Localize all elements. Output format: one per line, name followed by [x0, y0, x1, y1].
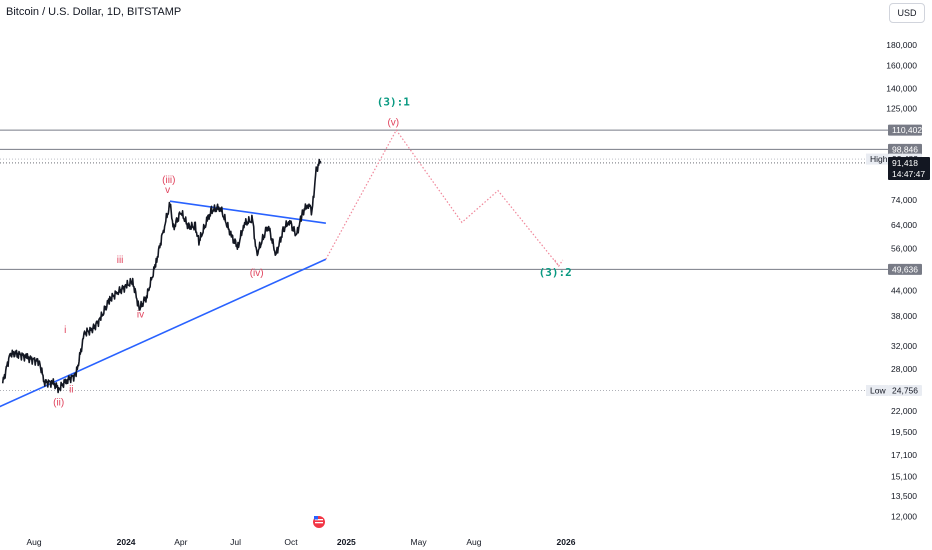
- level-text: 110,402: [892, 125, 922, 135]
- price-tick-label: 28,000: [891, 364, 917, 374]
- wave-label: iv: [137, 309, 144, 320]
- level-tag: [888, 143, 922, 155]
- price-tick-label: 13,500: [891, 491, 917, 501]
- wave-label: (3):1: [377, 96, 410, 109]
- wave-label: iii: [117, 255, 124, 266]
- price-tick-label: 44,000: [891, 285, 917, 295]
- countdown-value: 14:47:47: [892, 169, 925, 179]
- reference-tag: [866, 385, 888, 397]
- wave-label: v: [165, 185, 170, 196]
- price-tick-label: 19,500: [891, 427, 917, 437]
- wave-label: ii: [69, 384, 73, 395]
- time-tick-label: Apr: [174, 537, 187, 547]
- price-tick-label: 56,000: [891, 243, 917, 253]
- event-marker: [313, 516, 325, 528]
- reference-tag: [866, 153, 888, 165]
- time-tick-label: 2025: [337, 537, 356, 547]
- time-tick-label: Oct: [284, 537, 298, 547]
- time-tick-label: Aug: [26, 537, 41, 547]
- currency-button[interactable]: USD: [889, 3, 925, 23]
- price-line: [1, 158, 322, 394]
- wave-label: (3):2: [539, 266, 572, 279]
- time-tick-label: Aug: [466, 537, 481, 547]
- symbol-title: Bitcoin / U.S. Dollar, 1D, BITSTAMP: [6, 6, 182, 18]
- last-price-tag: [888, 156, 930, 180]
- time-axis: Aug 2024 Apr Jul Oct 2025 May Aug 2026: [26, 537, 575, 547]
- flag-stripe: [315, 519, 323, 521]
- price-tick-label: 12,000: [891, 512, 917, 522]
- trendline-lower-support: [0, 258, 327, 408]
- wave-label: (iv): [250, 268, 264, 279]
- wave-label: i: [64, 325, 66, 336]
- price-tick-label: 32,000: [891, 341, 917, 351]
- reference-name: Low: [870, 386, 886, 396]
- last-price-value: 91,418: [892, 158, 918, 168]
- level-tag: [888, 124, 922, 136]
- price-tick-label: 22,000: [891, 406, 917, 416]
- price-tick-label: 125,000: [886, 103, 917, 113]
- reference-value-text: 24,756: [892, 386, 918, 396]
- time-tick-label: 2026: [557, 537, 576, 547]
- reference-name: High: [870, 154, 888, 164]
- wave-label: (iii): [162, 175, 175, 186]
- wave-label: (ii): [53, 398, 64, 409]
- reference-value-tag: [888, 385, 922, 397]
- price-tick-label: 160,000: [886, 60, 917, 70]
- price-series: [1, 158, 322, 394]
- projection-line: [325, 128, 560, 267]
- horizontal-levels: [0, 129, 888, 391]
- flag-stripe: [315, 522, 323, 524]
- price-tick-label: 17,100: [891, 450, 917, 460]
- price-tick-label: 15,100: [891, 472, 917, 482]
- time-tick-label: Jul: [230, 537, 241, 547]
- price-tick-label: 64,000: [891, 220, 917, 230]
- level-tag: [888, 263, 922, 275]
- time-tick-label: May: [411, 537, 428, 547]
- price-tick-label: 140,000: [886, 84, 917, 94]
- wave-label: (v): [387, 117, 399, 128]
- price-axis: 180,000 160,000 140,000 125,000 74,000 64,000…: [866, 40, 930, 522]
- time-tick-label: 2024: [117, 537, 136, 547]
- projection-arrow: [554, 259, 564, 268]
- level-text: 49,636: [892, 264, 918, 274]
- price-tick-label: 74,000: [891, 195, 917, 205]
- projection-path: [325, 128, 564, 268]
- level-text: 98,846: [892, 144, 918, 154]
- price-tick-label: 38,000: [891, 311, 917, 321]
- price-tick-label: 180,000: [886, 40, 917, 50]
- flag-canton: [314, 516, 318, 520]
